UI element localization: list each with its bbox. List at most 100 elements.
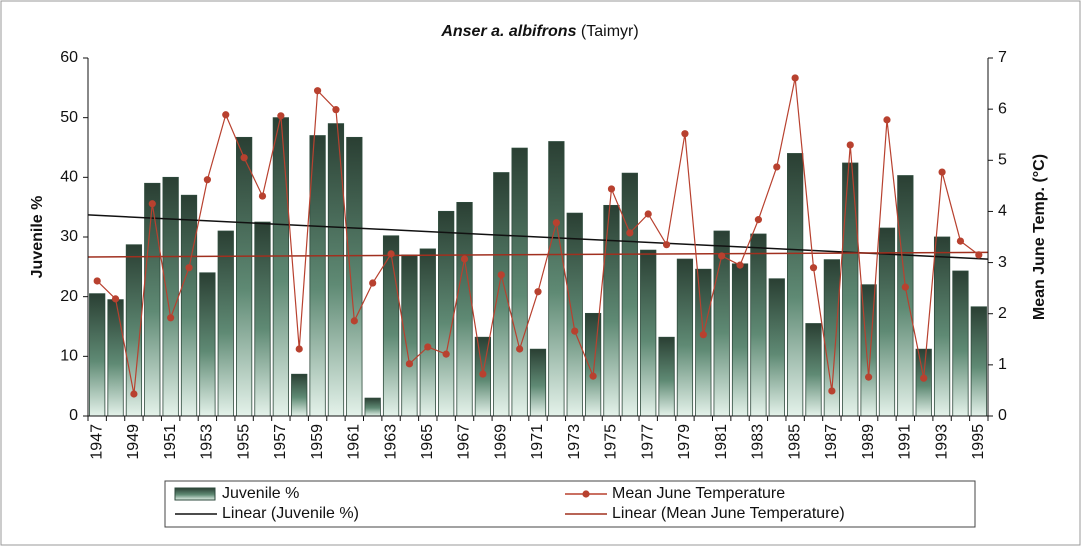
x-tick-label: 1977 — [639, 424, 656, 460]
bar — [180, 194, 198, 417]
x-tick-label: 1967 — [456, 424, 473, 460]
temperature-point — [148, 200, 156, 208]
y-tick-label: 30 — [60, 228, 78, 245]
temperature-point — [975, 251, 983, 259]
bar — [548, 141, 565, 417]
temperature-point — [313, 87, 322, 95]
x-tick-label: 1983 — [750, 424, 767, 460]
temperature-point — [111, 295, 120, 303]
bar — [291, 373, 308, 417]
bar — [603, 204, 620, 417]
bar — [89, 293, 106, 417]
temperature-point — [754, 216, 763, 224]
x-tick-label: 1989 — [860, 424, 877, 460]
temperature-point — [626, 229, 634, 237]
bar — [768, 278, 785, 417]
temperature-point — [552, 219, 560, 227]
temperature-point — [718, 252, 726, 260]
temperature-point — [424, 343, 432, 351]
y2-tick-label: 3 — [998, 254, 1007, 271]
bar — [933, 236, 951, 417]
bar — [456, 201, 473, 417]
x-tick-label: 1963 — [382, 424, 399, 460]
y2-tick-label: 5 — [998, 152, 1007, 169]
trend-line — [87, 251, 989, 258]
bar — [236, 136, 253, 417]
x-tick-label: 1953 — [199, 424, 216, 460]
y-axis-label: Juvenile % — [29, 196, 46, 279]
temperature-point — [332, 106, 340, 114]
x-tick-label: 1959 — [309, 424, 326, 460]
temperature-point — [240, 154, 248, 162]
bar — [805, 323, 822, 417]
bar — [621, 172, 638, 417]
temperature-point — [442, 350, 450, 358]
temperature-point — [607, 185, 616, 193]
bar — [438, 210, 455, 417]
bar — [364, 397, 381, 417]
title-suffix: (Taimyr) — [581, 23, 639, 40]
title-main: Anser a. albifrons — [440, 23, 576, 40]
x-tick-label: 1965 — [419, 424, 436, 460]
y2-tick-label: 2 — [998, 305, 1007, 322]
legend-label: Mean June Temperature — [612, 485, 785, 502]
y2-tick-label: 0 — [998, 407, 1007, 424]
temperature-point — [295, 345, 303, 353]
y-tick-label: 60 — [60, 49, 78, 66]
x-tick-label: 1979 — [676, 424, 693, 460]
x-tick-label: 1957 — [272, 424, 289, 460]
bar — [787, 153, 804, 417]
temperature-point — [791, 74, 799, 82]
y-tick-label: 50 — [60, 109, 78, 126]
temperature-point — [956, 237, 965, 245]
temperature-point — [497, 271, 505, 279]
temperature-point — [589, 372, 597, 380]
trend-line — [87, 214, 989, 260]
bar — [878, 227, 896, 417]
bar — [401, 254, 418, 417]
x-tick-label: 1949 — [125, 424, 142, 460]
temperature-point — [185, 264, 193, 272]
y2-tick-label: 7 — [998, 49, 1007, 66]
temperature-point — [662, 241, 671, 249]
bar — [640, 249, 657, 417]
bar — [217, 230, 234, 417]
x-tick-label: 1985 — [786, 424, 803, 460]
legend-swatch — [174, 487, 216, 501]
x-tick-label: 1971 — [529, 424, 546, 460]
temperature-point — [865, 373, 873, 381]
bar — [970, 306, 987, 417]
temperature-point — [736, 261, 744, 269]
x-tick-label: 1991 — [897, 424, 914, 460]
y2-axis-label: Mean June Temp. (°C) — [1031, 154, 1048, 320]
temperature-point — [534, 288, 542, 296]
temperature-point — [901, 283, 909, 291]
bar — [346, 136, 363, 417]
bar — [199, 272, 216, 417]
temperature-point — [809, 264, 818, 272]
temperature-point — [920, 374, 928, 382]
bar — [731, 263, 749, 417]
bar — [309, 135, 326, 417]
y-tick-label: 40 — [60, 169, 78, 186]
bar — [584, 312, 602, 417]
y2-tick-label: 1 — [998, 356, 1007, 373]
bar — [695, 268, 712, 417]
bar — [511, 147, 528, 417]
y-tick-label: 20 — [60, 288, 78, 305]
y-tick-label: 0 — [69, 407, 78, 424]
y2-tick-label: 6 — [998, 100, 1007, 117]
bar — [842, 162, 859, 417]
temperature-point — [277, 112, 285, 120]
bar — [676, 258, 694, 417]
temperature-point — [369, 279, 377, 287]
x-tick-label: 1955 — [235, 424, 252, 460]
temperature-point — [387, 250, 395, 258]
temperature-point — [167, 314, 175, 322]
legend-label: Linear (Juvenile %) — [222, 505, 359, 522]
temperature-point — [644, 210, 652, 218]
temperature-point — [571, 327, 579, 335]
temperature-point — [516, 345, 524, 353]
bar — [272, 117, 289, 417]
